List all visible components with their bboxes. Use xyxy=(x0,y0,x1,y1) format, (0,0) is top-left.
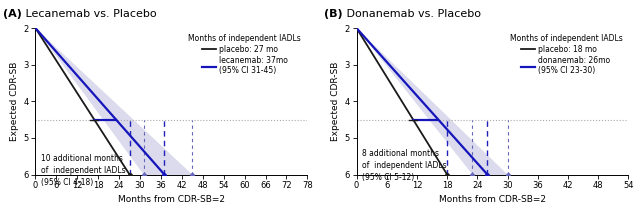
Text: (A): (A) xyxy=(3,9,22,19)
Text: (B): (B) xyxy=(324,9,343,19)
X-axis label: Months from CDR-SB=2: Months from CDR-SB=2 xyxy=(118,195,225,204)
Text: Donanemab vs. Placebo: Donanemab vs. Placebo xyxy=(343,9,481,19)
Legend: placebo: 27 mo, lecanemab: 37mo
(95% CI 31-45): placebo: 27 mo, lecanemab: 37mo (95% CI … xyxy=(186,32,304,78)
Y-axis label: Expected CDR-SB: Expected CDR-SB xyxy=(10,62,19,141)
Text: 10 additional months
of  independent IADLs
(95% CI 4-18): 10 additional months of independent IADL… xyxy=(40,154,125,187)
Text: Lecanemab vs. Placebo: Lecanemab vs. Placebo xyxy=(22,9,157,19)
X-axis label: Months from CDR-SB=2: Months from CDR-SB=2 xyxy=(439,195,546,204)
Text: 8 additional months
of  independent IADLs
(95% CI 5-12): 8 additional months of independent IADLs… xyxy=(361,149,446,181)
Legend: placebo: 18 mo, donanemab: 26mo
(95% CI 23-30): placebo: 18 mo, donanemab: 26mo (95% CI … xyxy=(507,32,625,78)
Y-axis label: Expected CDR-SB: Expected CDR-SB xyxy=(331,62,340,141)
